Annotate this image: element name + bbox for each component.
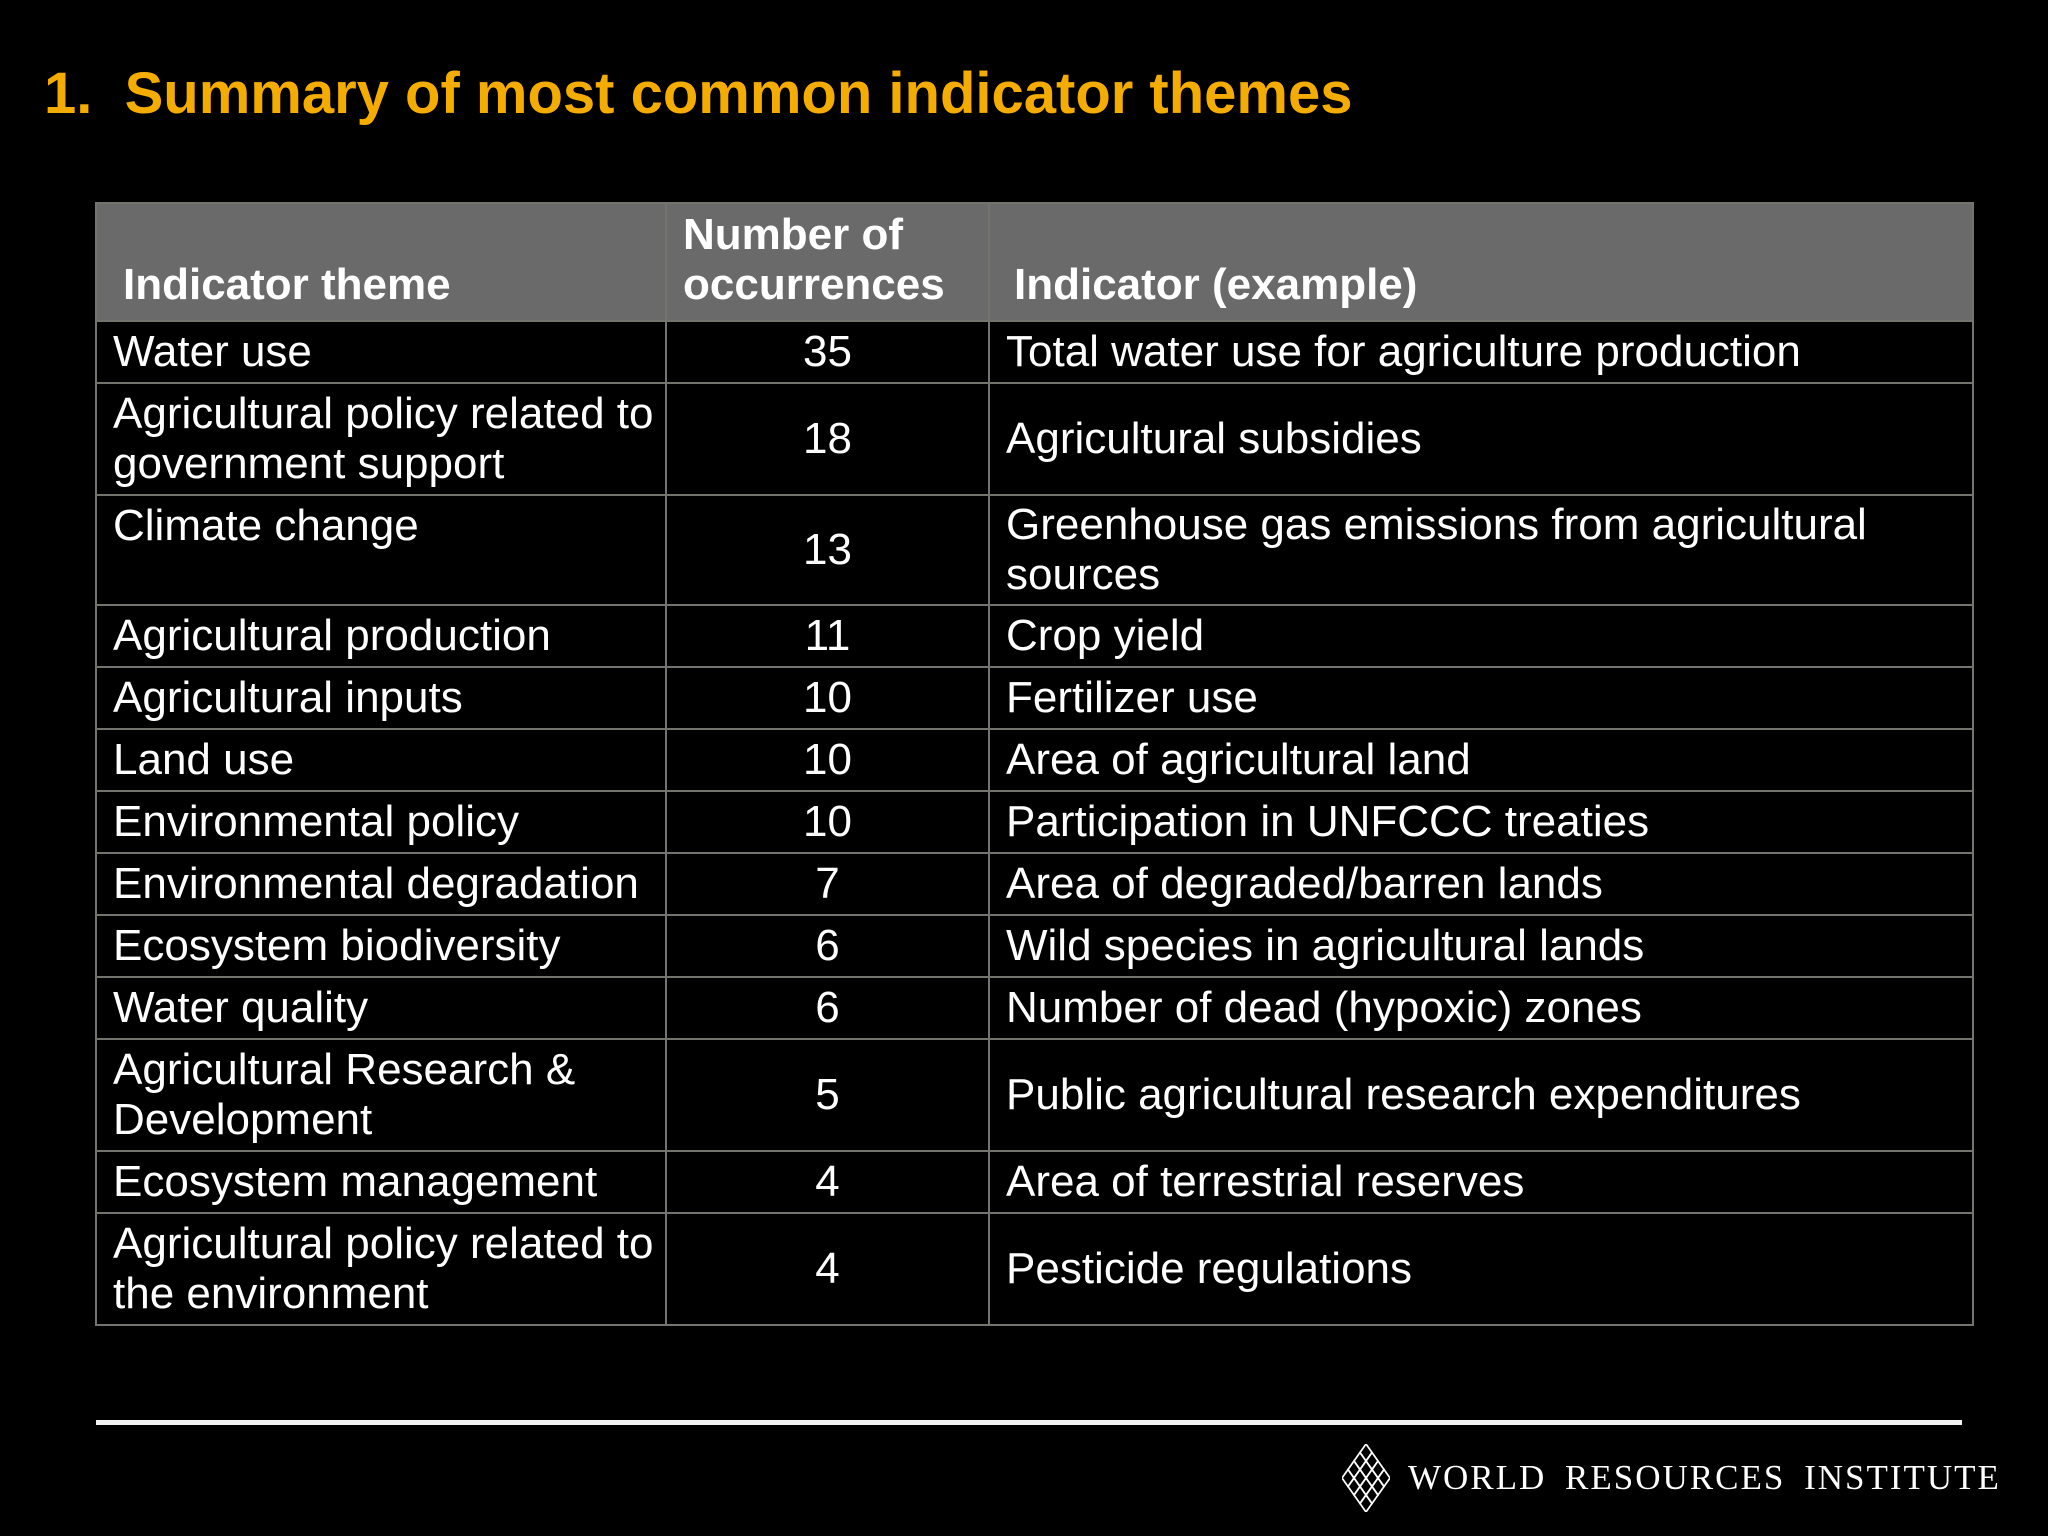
cell-occurrence-count: 11 [665,604,990,668]
header-row: Indicator theme Number of occurrences In… [95,202,1974,322]
cell-indicator-example: Area of agricultural land [988,728,1974,792]
wri-logo-text: WORLD RESOURCES INSTITUTE [1408,1458,2001,1497]
cell-indicator-theme: Agricultural policy related to the envir… [95,1212,667,1326]
cell-indicator-theme: Water quality [95,976,667,1040]
cell-indicator-theme: Land use [95,728,667,792]
diamond-lattice-group [1342,1444,1390,1512]
cell-occurrence-count: 13 [665,494,990,606]
cell-indicator-theme: Climate change [95,494,667,606]
cell-indicator-example: Number of dead (hypoxic) zones [988,976,1974,1040]
cell-occurrence-count: 35 [665,320,990,384]
table-row: Ecosystem management 4 Area of terrestri… [95,1150,1974,1214]
cell-indicator-example: Wild species in agricultural lands [988,914,1974,978]
cell-occurrence-count: 6 [665,914,990,978]
table-row: Water quality 6 Number of dead (hypoxic)… [95,976,1974,1040]
table-row: Water use 35 Total water use for agricul… [95,320,1974,384]
cell-indicator-theme: Agricultural production [95,604,667,668]
column-header-number-of-occurrences: Number of occurrences [665,202,990,322]
indicator-table-body: Water use 35 Total water use for agricul… [95,320,1974,1326]
table-row: Agricultural inputs 10 Fertilizer use [95,666,1974,730]
column-header-indicator-theme: Indicator theme [95,202,667,322]
table-row: Agricultural Research & Development 5 Pu… [95,1038,1974,1152]
cell-indicator-theme: Ecosystem management [95,1150,667,1214]
table-row: Climate change 13 Greenhouse gas emissio… [95,494,1974,606]
footer-divider [96,1420,1962,1425]
cell-occurrence-count: 4 [665,1212,990,1326]
table-row: Agricultural production 11 Crop yield [95,604,1974,668]
cell-indicator-example: Total water use for agriculture producti… [988,320,1974,384]
cell-indicator-example: Agricultural subsidies [988,382,1974,496]
cell-indicator-theme: Environmental policy [95,790,667,854]
cell-occurrence-count: 4 [665,1150,990,1214]
cell-occurrence-count: 7 [665,852,990,916]
cell-indicator-theme: Water use [95,320,667,384]
table-row: Land use 10 Area of agricultural land [95,728,1974,792]
cell-occurrence-count: 10 [665,790,990,854]
indicator-table-header: Indicator theme Number of occurrences In… [95,202,1974,322]
cell-occurrence-count: 18 [665,382,990,496]
cell-indicator-example: Crop yield [988,604,1974,668]
cell-indicator-example: Area of degraded/barren lands [988,852,1974,916]
cell-indicator-theme: Agricultural Research & Development [95,1038,667,1152]
cell-occurrence-count: 5 [665,1038,990,1152]
table-row: Agricultural policy related to the envir… [95,1212,1974,1326]
cell-indicator-example: Pesticide regulations [988,1212,1974,1326]
table-row: Ecosystem biodiversity 6 Wild species in… [95,914,1974,978]
page-title: 1. Summary of most common indicator them… [44,61,1353,126]
wri-logo: WORLD RESOURCES INSTITUTE [1342,1442,2001,1514]
cell-indicator-example: Public agricultural research expenditure… [988,1038,1974,1152]
column-header-indicator-example: Indicator (example) [988,202,1974,322]
cell-indicator-theme: Agricultural inputs [95,666,667,730]
table-row: Environmental degradation 7 Area of degr… [95,852,1974,916]
cell-indicator-theme: Ecosystem biodiversity [95,914,667,978]
cell-occurrence-count: 6 [665,976,990,1040]
cell-occurrence-count: 10 [665,666,990,730]
cell-indicator-example: Participation in UNFCCC treaties [988,790,1974,854]
cell-indicator-example: Greenhouse gas emissions from agricultur… [988,494,1974,606]
cell-occurrence-count: 10 [665,728,990,792]
cell-indicator-theme: Environmental degradation [95,852,667,916]
wri-diamond-lattice-icon [1342,1444,1390,1512]
cell-indicator-theme: Agricultural policy related to governmen… [95,382,667,496]
cell-indicator-example: Area of terrestrial reserves [988,1150,1974,1214]
table-row: Environmental policy 10 Participation in… [95,790,1974,854]
indicator-table: Indicator theme Number of occurrences In… [95,202,1974,1326]
cell-indicator-example: Fertilizer use [988,666,1974,730]
table-row: Agricultural policy related to governmen… [95,382,1974,496]
